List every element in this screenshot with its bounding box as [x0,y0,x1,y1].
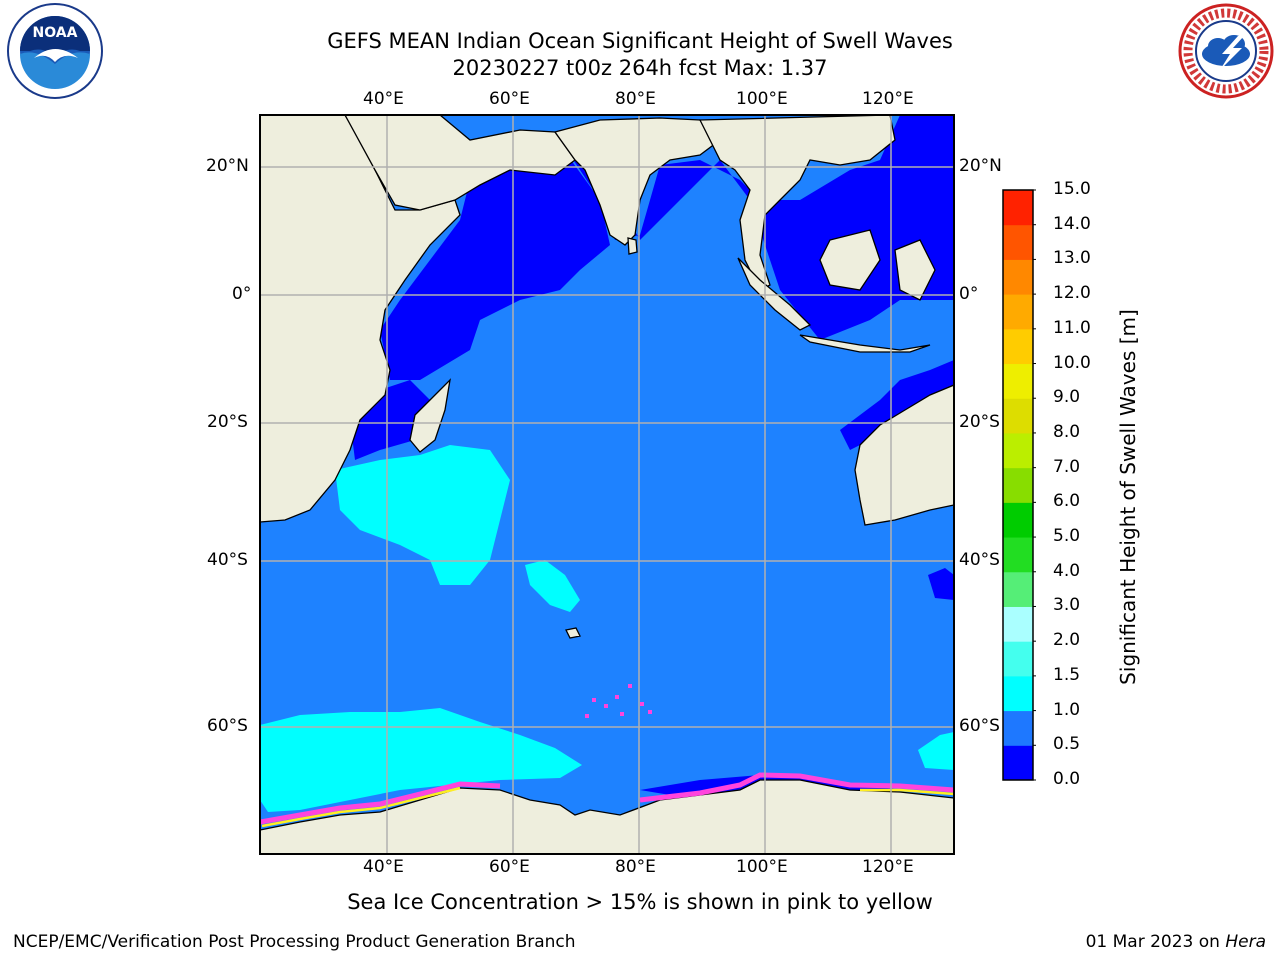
lon-label-top: 40°E [363,89,404,109]
lat-label-left: 0° [232,284,252,304]
lon-label-bottom: 40°E [363,857,404,877]
colorbar-swatch [1003,641,1033,677]
colorbar-swatch [1003,502,1033,538]
colorbar-level-label: 7.0 [1053,456,1081,477]
colorbar-level-label: 13.0 [1053,248,1091,269]
colorbar-title: Significant Height of Swell Waves [m] [1116,309,1140,685]
lat-label-right: 40°S [959,550,1000,570]
lat-label-left: 20°S [207,412,248,432]
colorbar-level-label: 1.0 [1053,699,1081,720]
colorbar-level-label: 3.0 [1053,595,1081,616]
title-line-1: GEFS MEAN Indian Ocean Significant Heigh… [327,29,953,53]
colorbar-level-label: 6.0 [1053,491,1081,512]
colorbar [1002,189,1036,781]
lon-label-bottom: 80°E [615,857,656,877]
sea-ice-edge-east-inner [860,788,954,796]
colorbar-swatch [1003,259,1033,295]
colorbar-swatch [1003,190,1033,226]
land-kerguelen [565,627,581,639]
colorbar-swatch [1003,467,1033,503]
lon-label-bottom: 60°E [489,857,530,877]
low-swell-patch-east [928,568,954,600]
colorbar-level-label: 11.0 [1053,317,1091,338]
footer-machine: Hera [1225,932,1266,952]
colorbar-swatch [1003,571,1033,607]
lat-label-right: 20°S [959,412,1000,432]
colorbar-swatch [1003,606,1033,642]
colorbar-swatch [1003,710,1033,746]
lon-label-bottom: 120°E [862,857,914,877]
colorbar-swatch [1003,745,1033,781]
colorbar-level-label: 0.0 [1053,769,1081,789]
footer-branch: NCEP/EMC/Verification Post Processing Pr… [13,932,576,952]
lat-label-left: 60°S [207,716,248,736]
swell-region-southwest [335,445,510,585]
colorbar-level-label: 12.0 [1053,283,1091,304]
nws-logo [1178,3,1274,99]
lat-label-right: 0° [959,284,979,304]
sea-ice-edge-west-inner [261,786,461,828]
lon-label-top: 80°E [615,89,656,109]
footer-date: 01 Mar 2023 on Hera [1086,932,1266,952]
land-sri-lanka [627,237,638,255]
colorbar-level-label: 0.5 [1053,734,1081,755]
lon-label-top: 120°E [862,89,914,109]
lon-label-bottom: 100°E [736,857,788,877]
colorbar-swatch [1003,537,1033,573]
lon-label-top: 100°E [736,89,788,109]
land-southeast-asia [698,115,896,291]
lat-label-left: 40°S [207,550,248,570]
land-antarctica [260,779,954,854]
sea-ice-edge-west [260,781,501,825]
colorbar-level-label: 4.0 [1053,560,1081,581]
colorbar-swatch [1003,328,1033,365]
swell-band-south [260,708,582,812]
land-africa [260,115,461,523]
noaa-text: NOAA [33,25,78,41]
colorbar-frame [1002,189,1034,781]
colorbar-level-label: 10.0 [1053,352,1091,373]
grid-lines [260,115,954,854]
footer-date-text: 01 Mar 2023 on [1085,932,1226,952]
colorbar-level-label: 5.0 [1053,526,1081,547]
low-swell-region-north [380,115,954,380]
swell-patch-southeast [918,732,954,770]
lon-label-top: 60°E [489,89,530,109]
colorbar-swatch [1003,675,1033,712]
colorbar-swatch [1003,398,1033,434]
colorbar-level-label: 1.5 [1053,664,1081,685]
noaa-logo: NOAA [7,3,103,99]
colorbar-swatch [1003,294,1033,330]
lat-label-right: 20°N [959,156,1002,176]
land-india [553,117,721,246]
colorbar-swatch [1003,224,1033,260]
colorbar-level-label: 14.0 [1053,213,1091,234]
colorbar-level-label: 15.0 [1053,179,1091,199]
lat-label-left: 20°N [206,156,249,176]
colorbar-level-label: 2.0 [1053,630,1081,651]
land-arabia [344,115,576,211]
lat-label-right: 60°S [959,716,1000,736]
colorbar-swatch [1003,363,1033,399]
sea-ice-patches [585,684,652,718]
colorbar-swatch [1003,432,1033,469]
sea-ice-caption: Sea Ice Concentration > 15% is shown in … [347,890,933,914]
colorbar-level-label: 8.0 [1053,421,1081,442]
colorbar-level-label: 9.0 [1053,387,1081,408]
map-frame [259,114,955,855]
land-madagascar [409,378,451,453]
land-australia [854,384,954,526]
title-line-2: 20230227 t00z 264h fcst Max: 1.37 [452,56,828,80]
swell-patch-central [525,560,580,612]
land-indonesia [737,229,936,353]
low-swell-region-west-australia [840,360,954,450]
